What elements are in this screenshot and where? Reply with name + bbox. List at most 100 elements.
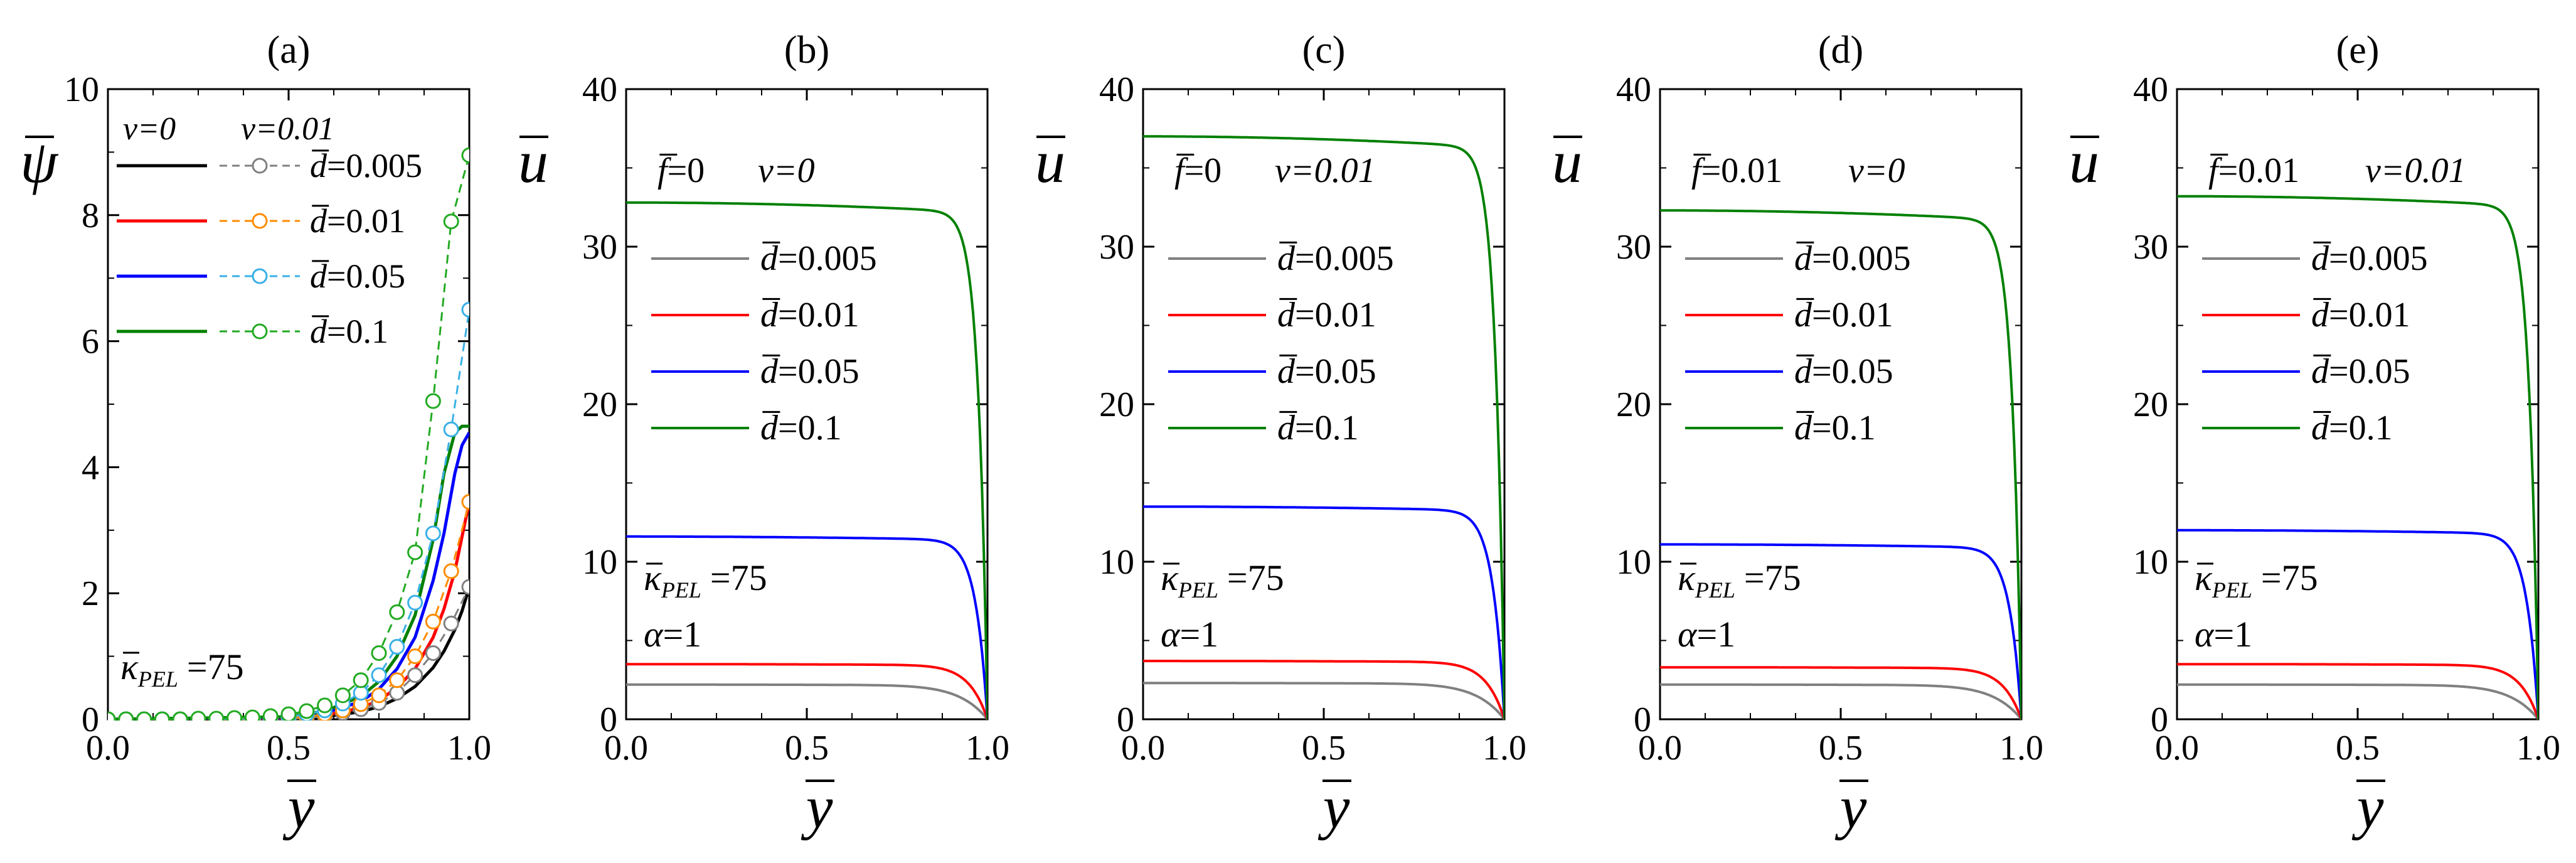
alpha-annotation: α=1 [644, 614, 701, 655]
kappa-sub: PEL [1178, 577, 1218, 603]
y-tick-label: 40 [1099, 70, 1134, 109]
x-tick-label: 0.0 [604, 729, 648, 768]
legend-label-symbol: d [310, 147, 327, 185]
data-point [407, 648, 423, 665]
param-f-value: =0 [668, 151, 705, 190]
data-point [280, 706, 297, 721]
param-f-text: f=0 [1174, 151, 1221, 190]
legend-label: d=0.005 [1277, 239, 1394, 278]
legend-label: d=0.005 [310, 147, 422, 185]
legend-label-symbol: d [1794, 296, 1812, 335]
legend-marker [252, 158, 268, 174]
kappa-value: =75 [187, 646, 244, 687]
legend-label-text: d=0.005 [1277, 239, 1394, 278]
kappa-sub: PEL [2211, 577, 2252, 603]
legend-label-value: =0.005 [778, 239, 877, 278]
x-tick-label: 1.0 [1482, 729, 1526, 768]
legend-label-symbol: d [760, 409, 779, 448]
series-line [1660, 209, 2021, 720]
legend-label-symbol: d [2311, 239, 2329, 278]
params-header: f=0 ν=0 [657, 151, 815, 190]
x-axis-label-text: y [1834, 773, 1867, 840]
data-point [407, 544, 423, 560]
x-axis-label: y [801, 773, 834, 840]
y-tick-label: 10 [1616, 543, 1651, 582]
legend-label-symbol: d [310, 313, 327, 350]
y-axis-label: u [1552, 128, 1582, 195]
legend-label: d=0.1 [1277, 409, 1359, 448]
legend-label-value: =0.1 [778, 409, 842, 448]
alpha-value: =1 [1696, 614, 1735, 655]
y-tick-label: 40 [582, 70, 617, 109]
y-tick-label: 30 [582, 228, 617, 267]
x-tick-label: 0.5 [785, 729, 829, 768]
alpha-value: =1 [663, 614, 701, 655]
legend-label: d=0.01 [1794, 296, 1893, 335]
param-f: f=0 [1174, 151, 1221, 190]
kappa-annotation: κPEL =75 [120, 646, 244, 692]
legend-marker [252, 213, 268, 229]
y-axis-label-text: ψ [20, 128, 58, 195]
legend-label-value: =0.005 [1812, 239, 1911, 278]
kappa-value: =75 [1227, 557, 1284, 598]
series-line [1143, 135, 1504, 720]
kappa-value: =75 [710, 557, 767, 598]
legend-label-text: d=0.05 [2311, 352, 2410, 391]
x-axis-label-text: y [801, 773, 833, 840]
data-point [389, 639, 405, 655]
legend-label-value: =0.005 [2329, 239, 2428, 278]
data-point [461, 301, 469, 318]
legend-label-value: =0.01 [1295, 296, 1376, 335]
panel-title: (d) [1818, 29, 1863, 72]
data-point [461, 147, 469, 163]
legend-label: d=0.05 [310, 257, 405, 295]
legend-label-text: d=0.1 [760, 409, 842, 448]
legend-label-text: d=0.005 [2311, 239, 2428, 278]
kappa-annotation: κPEL =75 [2195, 557, 2318, 603]
legend-label: d=0.01 [760, 296, 860, 335]
legend-label-value: =0.1 [1295, 409, 1359, 448]
legend-label: d=0.01 [1277, 296, 1376, 335]
x-axis-label: y [1834, 773, 1868, 840]
legend-label-text: d=0.05 [310, 257, 405, 295]
param-f: f=0.01 [1691, 151, 1782, 190]
legend-label-symbol: d [310, 202, 327, 240]
legend-label-value: =0.05 [1812, 352, 1893, 391]
x-tick-label: 1.0 [2516, 729, 2560, 768]
y-tick-label: 4 [82, 448, 99, 487]
param-nu: ν=0.01 [2365, 151, 2466, 190]
legend-label-symbol: d [760, 352, 779, 391]
params-header: f=0.01 ν=0 [1691, 151, 1905, 190]
legend-label-symbol: d [1794, 409, 1812, 448]
legend-label-symbol: d [1794, 239, 1812, 278]
data-point [190, 710, 206, 721]
series-line [1660, 543, 2021, 720]
param-f-value: =0.01 [1701, 151, 1783, 190]
legend-label-text: d=0.1 [1794, 409, 1876, 448]
legend-label: d=0.01 [310, 202, 405, 240]
plot-area [1660, 209, 2021, 721]
legend-label-text: d=0.01 [760, 296, 860, 335]
legend-label: d=0.05 [1794, 352, 1893, 391]
legend-label-value: =0.05 [2329, 352, 2410, 391]
legend-label-text: d=0.01 [2311, 296, 2410, 335]
legend-label: d=0.05 [2311, 352, 2410, 391]
y-tick-label: 10 [64, 70, 99, 109]
plot-area [1143, 135, 1504, 721]
y-tick-label: 30 [2133, 228, 2168, 267]
x-tick-label: 0.0 [86, 729, 130, 768]
plot-area [108, 147, 469, 721]
data-point [136, 711, 152, 721]
legend-label-value: =0.01 [2329, 296, 2410, 335]
y-tick-label: 30 [1099, 228, 1134, 267]
data-point [443, 615, 459, 631]
legend-label: d=0.01 [2311, 296, 2410, 335]
legend-label-value: =0.01 [1812, 296, 1893, 335]
series-line [626, 201, 987, 720]
y-tick-label: 20 [582, 385, 617, 424]
